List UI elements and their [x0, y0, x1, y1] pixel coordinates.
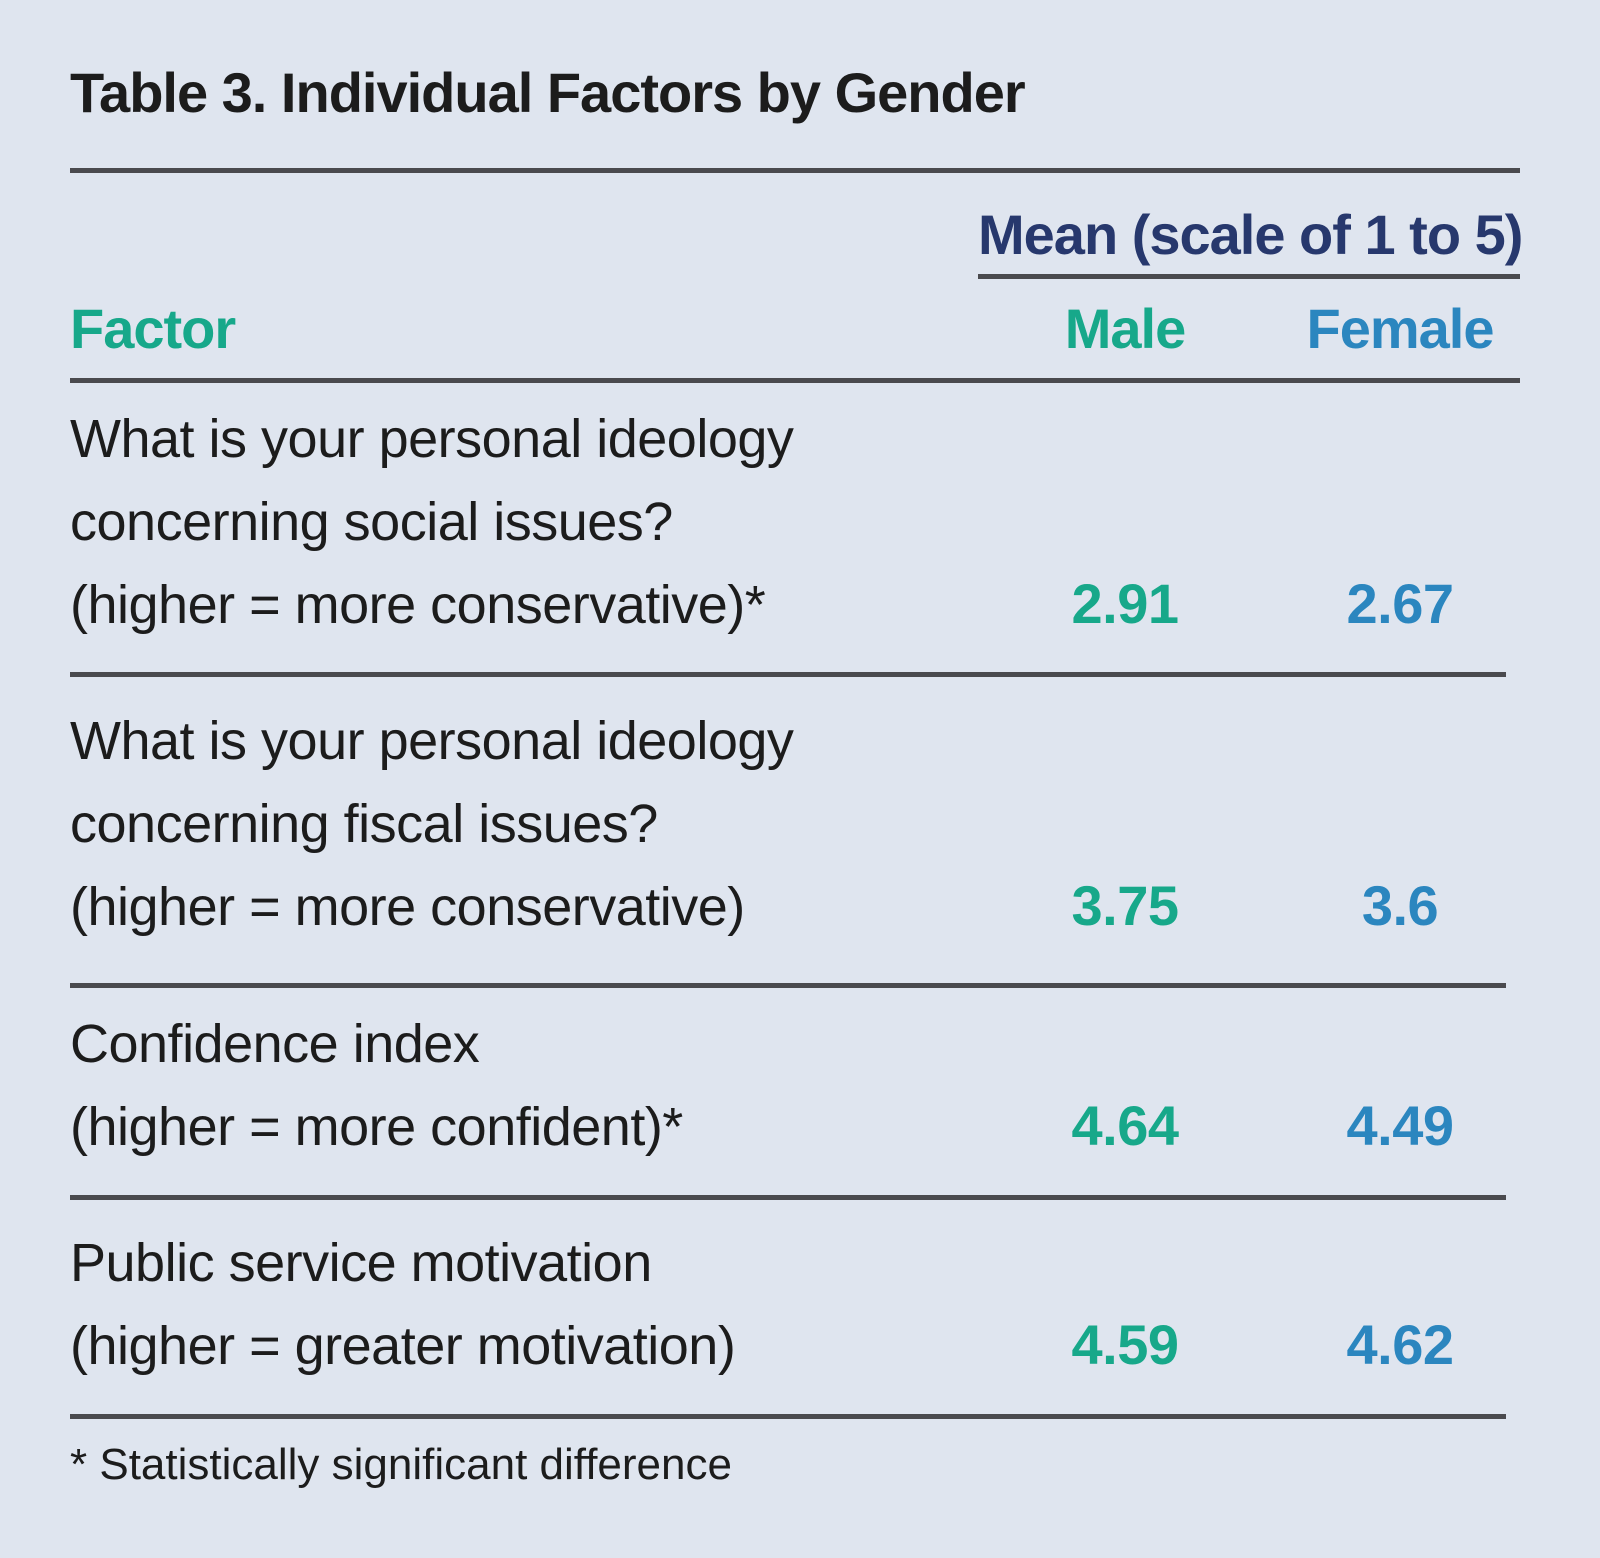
factor-line: (higher = greater motivation) — [70, 1316, 736, 1376]
factor-label: What is your personal ideology concernin… — [70, 398, 970, 647]
factor-label: Confidence index (higher = more confiden… — [70, 1003, 970, 1169]
male-value: 2.91 — [1071, 572, 1180, 635]
table-title: Table 3. Individual Factors by Gender — [70, 61, 1026, 124]
bottom-rule — [70, 1414, 1506, 1419]
male-value: 4.64 — [1071, 1094, 1180, 1157]
female-value: 4.62 — [1346, 1313, 1455, 1376]
factor-label: Public service motivation (higher = grea… — [70, 1222, 970, 1388]
factor-line: What is your personal ideology — [70, 409, 794, 469]
female-column-header: Female — [1306, 297, 1495, 360]
male-value: 3.75 — [1071, 874, 1180, 937]
factor-line: (higher = more conservative)* — [70, 575, 766, 635]
female-value: 3.6 — [1361, 874, 1439, 937]
female-value: 2.67 — [1346, 572, 1455, 635]
factor-line: concerning fiscal issues? — [70, 794, 658, 854]
factor-label: What is your personal ideology concernin… — [70, 700, 970, 949]
factor-line: concerning social issues? — [70, 492, 673, 552]
mean-span-label: Mean (scale of 1 to 5) — [978, 203, 1523, 266]
factor-column-header: Factor — [70, 297, 236, 360]
row-divider — [70, 983, 1506, 988]
header-rule — [70, 378, 1520, 383]
male-column-header: Male — [1064, 297, 1187, 360]
row-divider — [70, 672, 1506, 677]
female-value: 4.49 — [1346, 1094, 1455, 1157]
factor-line: Confidence index — [70, 1014, 480, 1074]
factor-line: What is your personal ideology — [70, 711, 794, 771]
factor-line: Public service motivation — [70, 1233, 652, 1293]
footnote: * Statistically significant difference — [70, 1440, 732, 1489]
factor-line: (higher = more conservative) — [70, 877, 745, 937]
top-rule — [70, 168, 1520, 173]
row-divider — [70, 1195, 1506, 1200]
male-value: 4.59 — [1071, 1313, 1180, 1376]
factor-line: (higher = more confident)* — [70, 1097, 683, 1157]
mean-span-rule — [978, 274, 1520, 279]
